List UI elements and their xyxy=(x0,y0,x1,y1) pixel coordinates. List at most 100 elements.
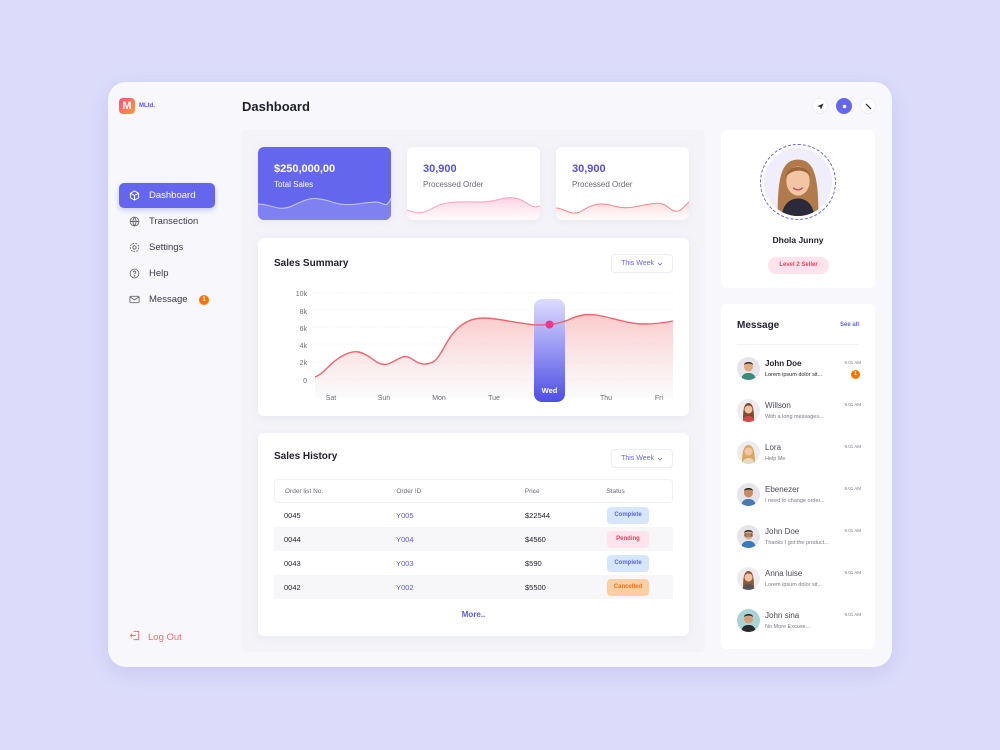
sidebar-item-settings[interactable]: Settings xyxy=(119,235,215,260)
gear-icon xyxy=(129,242,140,253)
x-axis-labels: Sat Sun Mon Tue Thu Fri xyxy=(326,395,664,402)
message-preview: With a long messages... xyxy=(765,414,824,420)
sender-name: Willson xyxy=(765,401,791,410)
sidebar-item-help[interactable]: Help xyxy=(119,261,215,286)
sidebar-item-message[interactable]: Message 1 xyxy=(119,287,215,312)
svg-text:8k: 8k xyxy=(300,309,308,316)
message-preview: Thanks I got the product... xyxy=(765,540,829,546)
sidebar-item-label: Message xyxy=(149,294,188,305)
sender-name: Lora xyxy=(765,443,782,452)
send-icon xyxy=(816,102,824,110)
user-avatar-icon xyxy=(737,525,760,548)
svg-text:Sun: Sun xyxy=(378,395,391,402)
send-button[interactable] xyxy=(812,98,828,114)
stat-card-processed-order-2[interactable]: 30,900 Processed Order xyxy=(556,147,689,220)
message-time: 9.01 AM xyxy=(844,612,861,617)
message-list: John Doe Lorem ipsum dolor sit... 9.01 A… xyxy=(737,354,861,648)
message-item[interactable]: Lora Help Me 9.01 AM xyxy=(737,438,861,480)
status-button[interactable] xyxy=(836,98,852,114)
order-price: $22544 xyxy=(525,510,551,520)
svg-text:Fri: Fri xyxy=(655,395,664,402)
sender-name: John sina xyxy=(765,611,800,620)
user-avatar-icon xyxy=(737,399,760,422)
message-item[interactable]: John sina No More Excuse... 9.01 AM xyxy=(737,606,861,648)
table-row[interactable]: 0045 Y005 $22544 Complete xyxy=(274,503,673,527)
page-title: Dashboard xyxy=(242,99,310,114)
message-time: 9.01 AM xyxy=(844,402,861,407)
sidebar-item-transection[interactable]: Transection xyxy=(119,209,215,234)
sales-summary-card: Sales Summary This Week xyxy=(258,238,689,416)
table-row[interactable]: 0042 Y002 $5500 Cancelled xyxy=(274,575,673,599)
message-item[interactable]: Anna luise Lorem ipsum dolor sit... 9.01… xyxy=(737,564,861,606)
help-icon xyxy=(129,268,140,279)
status-badge: Complete xyxy=(607,554,649,572)
expand-button[interactable] xyxy=(860,98,876,114)
chevron-down-icon xyxy=(657,262,663,266)
see-all-link[interactable]: See all xyxy=(839,322,859,328)
avatar xyxy=(737,441,760,464)
arrow-icon xyxy=(865,103,871,109)
section-title: Sales History xyxy=(274,451,338,462)
message-time: 9.01 AM xyxy=(844,570,861,575)
order-id-link[interactable]: Y004 xyxy=(396,534,414,544)
order-no: 0045 xyxy=(284,510,301,520)
sender-name: John Doe xyxy=(765,527,800,536)
avatar xyxy=(737,357,760,380)
message-preview: No More Excuse... xyxy=(765,624,811,630)
sales-history-table: Order list No. Order ID Price Status 004… xyxy=(274,479,673,599)
unread-badge: 1 xyxy=(851,370,860,379)
svg-text:Sat: Sat xyxy=(326,395,337,402)
seller-level-badge: Level 2 Seller xyxy=(768,257,829,274)
message-item[interactable]: Ebenezer I need to change order... 9.01 … xyxy=(737,480,861,522)
sender-name: Anna luise xyxy=(765,569,803,578)
sidebar-item-label: Help xyxy=(149,268,169,279)
sidebar-item-dashboard[interactable]: Dashboard xyxy=(119,183,215,208)
message-item[interactable]: John Doe Lorem ipsum dolor sit... 9.01 A… xyxy=(737,354,861,396)
profile-avatar[interactable] xyxy=(760,144,836,220)
sales-line-chart[interactable]: 10k 8k 6k 4k 2k 0 Wed Sat Sun xyxy=(258,238,689,416)
highlight-day-label: Wed xyxy=(542,386,558,395)
column-header[interactable]: Price xyxy=(524,487,540,495)
order-id-link[interactable]: Y003 xyxy=(396,558,414,568)
brand-logo[interactable]: M MLtd. xyxy=(119,98,155,114)
avatar xyxy=(737,399,760,422)
message-item[interactable]: Willson With a long messages... 9.01 AM xyxy=(737,396,861,438)
order-id-link[interactable]: Y002 xyxy=(396,582,414,592)
message-item[interactable]: John Doe Thanks I got the product... 9.0… xyxy=(737,522,861,564)
svg-text:Tue: Tue xyxy=(488,395,500,402)
chevron-down-icon xyxy=(657,457,663,461)
status-badge: Pending xyxy=(607,530,649,548)
cube-icon xyxy=(129,190,140,201)
table-row[interactable]: 0043 Y003 $590 Complete xyxy=(274,551,673,575)
more-link[interactable]: More.. xyxy=(461,610,486,619)
summary-range-dropdown[interactable]: This Week xyxy=(611,254,673,273)
svg-text:2k: 2k xyxy=(300,360,308,367)
logout-button[interactable]: Log Out xyxy=(129,630,182,644)
stat-card-processed-order[interactable]: 30,900 Processed Order xyxy=(407,147,540,220)
order-no: 0044 xyxy=(284,534,301,544)
message-preview: I need to change order... xyxy=(765,498,825,504)
logo-mark: M xyxy=(119,98,135,114)
sidebar-item-label: Transection xyxy=(149,216,199,227)
history-range-dropdown[interactable]: This Week xyxy=(611,449,673,468)
y-axis-labels: 10k 8k 6k 4k 2k 0 xyxy=(296,291,308,385)
stat-value: $250,000,00 xyxy=(274,163,336,175)
svg-text:Thu: Thu xyxy=(600,395,612,402)
svg-text:Mon: Mon xyxy=(432,395,446,402)
svg-text:6k: 6k xyxy=(300,326,308,333)
sparkline-icon xyxy=(258,197,391,220)
user-avatar-icon xyxy=(737,441,760,464)
sales-history-card: Sales History This Week Order list No. O… xyxy=(258,433,689,636)
column-header[interactable]: Order list No. xyxy=(285,487,324,495)
column-header[interactable]: Order ID xyxy=(396,487,422,495)
order-id-link[interactable]: Y005 xyxy=(396,510,414,520)
message-preview: Lorem ipsum dolor sit... xyxy=(765,582,823,588)
table-row[interactable]: 0044 Y004 $4560 Pending xyxy=(274,527,673,551)
column-header[interactable]: Status xyxy=(606,487,625,495)
status-badge: Complete xyxy=(607,506,649,524)
dot-icon xyxy=(842,104,846,108)
stat-card-total-sales[interactable]: $250,000,00 Total Sales xyxy=(258,147,391,220)
sidebar-item-label: Settings xyxy=(149,242,184,253)
order-price: $590 xyxy=(525,558,542,568)
sparkline-icon xyxy=(556,201,689,220)
